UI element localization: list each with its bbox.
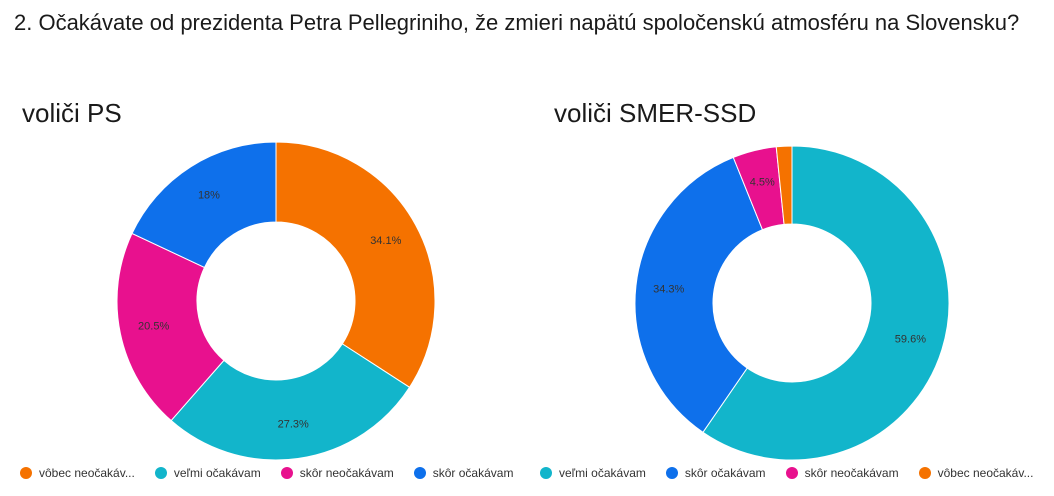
legend-dot-icon — [20, 467, 32, 479]
legend-dot-icon — [785, 467, 798, 479]
slice-smer-ssd-3 — [775, 145, 793, 225]
legend-label: skôr očakávam — [432, 466, 514, 480]
legend-label: vôbec neočakáv... — [39, 466, 135, 480]
legend-item-smer-ssd-1[interactable]: skôr očakávam — [665, 466, 766, 480]
legend-item-smer-ssd-2[interactable]: skôr neočakávam — [785, 466, 899, 480]
slice-ps-2 — [116, 232, 225, 422]
legend-label: veľmi očakávam — [173, 466, 261, 480]
legend-dot-icon — [280, 467, 293, 479]
legend-smer-ssd: veľmi očakávam skôr očakávam skôr neočakáv… — [540, 462, 1053, 484]
legend-dot-icon — [918, 467, 931, 479]
slice-label-ps-3: 18% — [198, 189, 220, 201]
legend-label: skôr neočakávam — [804, 466, 899, 480]
slice-smer-ssd-1 — [634, 156, 764, 433]
legend-item-ps-2[interactable]: skôr neočakávam — [280, 466, 394, 480]
legend-label: skôr neočakávam — [299, 466, 394, 480]
legend-dot-icon — [540, 467, 552, 479]
slice-label-smer-ssd-0: 59.6% — [895, 334, 926, 346]
legend-item-smer-ssd-3[interactable]: vôbec neočakáv... — [918, 466, 1034, 480]
slice-smer-ssd-0 — [702, 145, 950, 461]
slice-label-ps-0: 34.1% — [370, 235, 401, 247]
slice-ps-0 — [275, 141, 436, 389]
legend-item-ps-3[interactable]: skôr očakávam — [413, 466, 514, 480]
legend-item-smer-ssd-0[interactable]: veľmi očakávam — [540, 466, 646, 480]
legend-dot-icon — [154, 467, 167, 479]
legend-dot-icon — [413, 467, 426, 479]
slice-ps-1 — [170, 343, 411, 461]
chart-title-smer-ssd: voliči SMER-SSD — [554, 98, 757, 128]
chart-title-ps: voliči PS — [22, 98, 122, 128]
question-title: 2. Očakávate od prezidenta Petra Pellegr… — [14, 10, 1020, 35]
legend-ps: vôbec neočakáv... veľmi očakávam skôr neoč… — [20, 462, 533, 484]
slice-label-smer-ssd-1: 34.3% — [653, 283, 684, 295]
slice-label-ps-2: 20.5% — [138, 320, 169, 332]
legend-item-ps-1[interactable]: veľmi očakávam — [154, 466, 261, 480]
legend-item-ps-0[interactable]: vôbec neočakáv... — [20, 466, 135, 480]
slice-label-ps-1: 27.3% — [278, 419, 309, 431]
legend-label: skôr očakávam — [684, 466, 766, 480]
legend-dot-icon — [665, 467, 678, 479]
slice-label-smer-ssd-2: 4.5% — [750, 177, 775, 189]
legend-label: veľmi očakávam — [559, 466, 646, 480]
slice-ps-3 — [131, 141, 277, 269]
legend-label: vôbec neočakáv... — [937, 466, 1034, 480]
